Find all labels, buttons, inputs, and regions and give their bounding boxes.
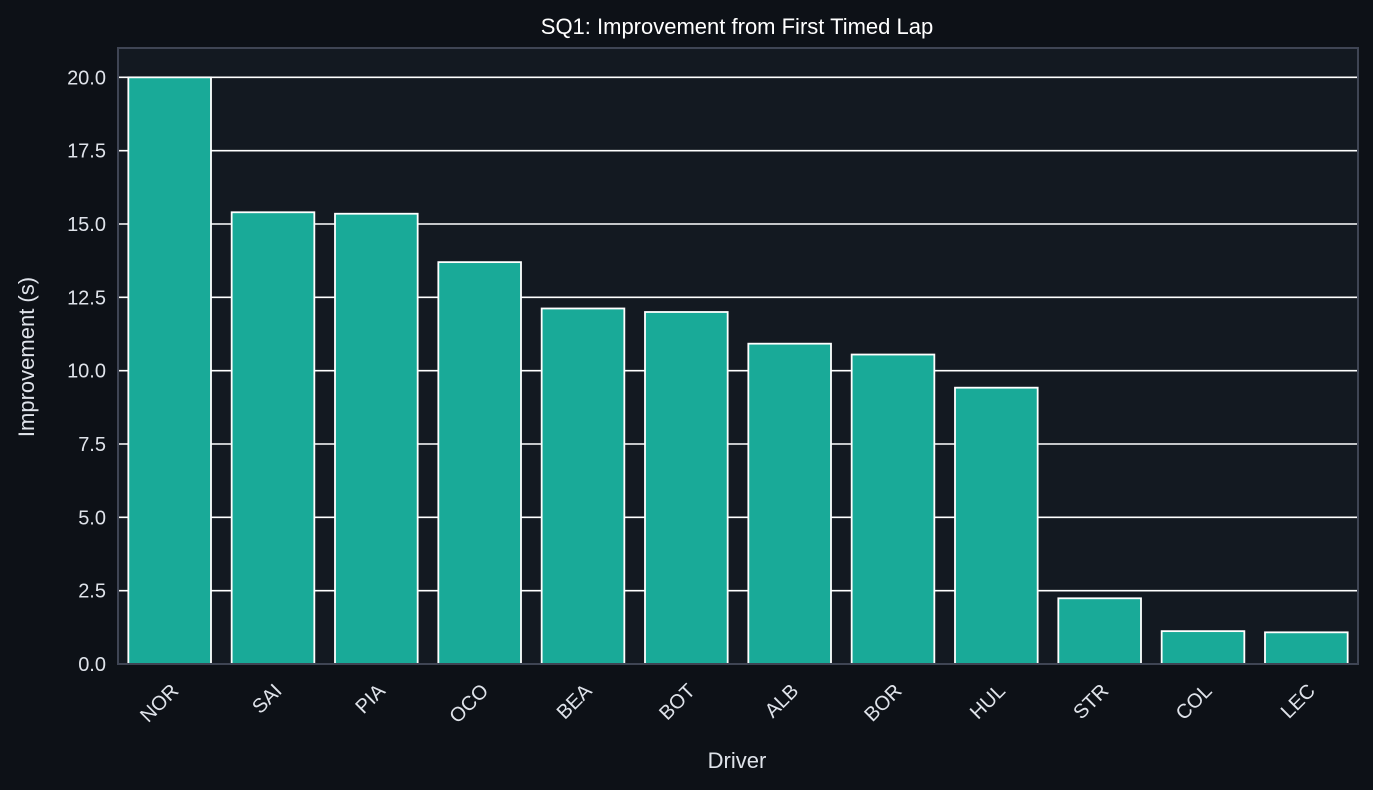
x-tick-label: COL: [1172, 680, 1217, 725]
x-tick-label: PIA: [352, 680, 391, 719]
bar-bor: [850, 353, 936, 665]
bar-sai: [230, 211, 316, 665]
bar-bot: [644, 311, 729, 665]
y-tick-label: 10.0: [67, 361, 106, 383]
x-tick-labels: NOR SAI PIA OCO BEA BOT ALB BOR HUL STR COL LEC: [136, 680, 1320, 728]
bar-nor: [127, 76, 212, 665]
bar-oco: [437, 261, 522, 665]
y-tick-labels: 0.0 2.5 5.0 7.5 10.0 12.5 15.0 17.5 20.0: [67, 67, 106, 676]
y-tick-label: 5.0: [78, 507, 106, 529]
y-tick-label: 12.5: [67, 287, 106, 309]
y-tick-label: 20.0: [67, 67, 106, 89]
chart-title: SQ1: Improvement from First Timed Lap: [541, 14, 933, 39]
plot-frame: [117, 47, 1359, 665]
bar-hul: [954, 386, 1039, 665]
x-tick-label: BEA: [553, 680, 597, 724]
bar-bea: [540, 307, 626, 665]
y-tick-label: 15.0: [67, 214, 106, 236]
bar-col: [1160, 630, 1246, 665]
x-tick-label: NOR: [136, 680, 183, 727]
x-tick-label: STR: [1069, 680, 1113, 724]
bars: [127, 76, 1349, 665]
x-tick-label: HUL: [966, 680, 1010, 724]
x-tick-label: LEC: [1277, 680, 1320, 723]
bar-lec: [1264, 631, 1349, 665]
y-tick-label: 17.5: [67, 141, 106, 163]
y-axis-label: Improvement (s): [14, 277, 39, 437]
x-tick-label: BOT: [655, 680, 700, 725]
x-tick-label: SAI: [248, 680, 286, 718]
x-axis-label: Driver: [708, 748, 767, 773]
y-tick-label: 7.5: [78, 434, 106, 456]
bar-alb: [747, 342, 832, 665]
y-tick-label: 0.0: [78, 654, 106, 676]
bar-str: [1057, 597, 1142, 665]
x-tick-label: BOR: [860, 680, 906, 726]
bar-pia: [334, 212, 419, 665]
x-tick-label: OCO: [445, 680, 493, 728]
y-tick-label: 2.5: [78, 581, 106, 603]
x-tick-label: ALB: [761, 680, 803, 722]
